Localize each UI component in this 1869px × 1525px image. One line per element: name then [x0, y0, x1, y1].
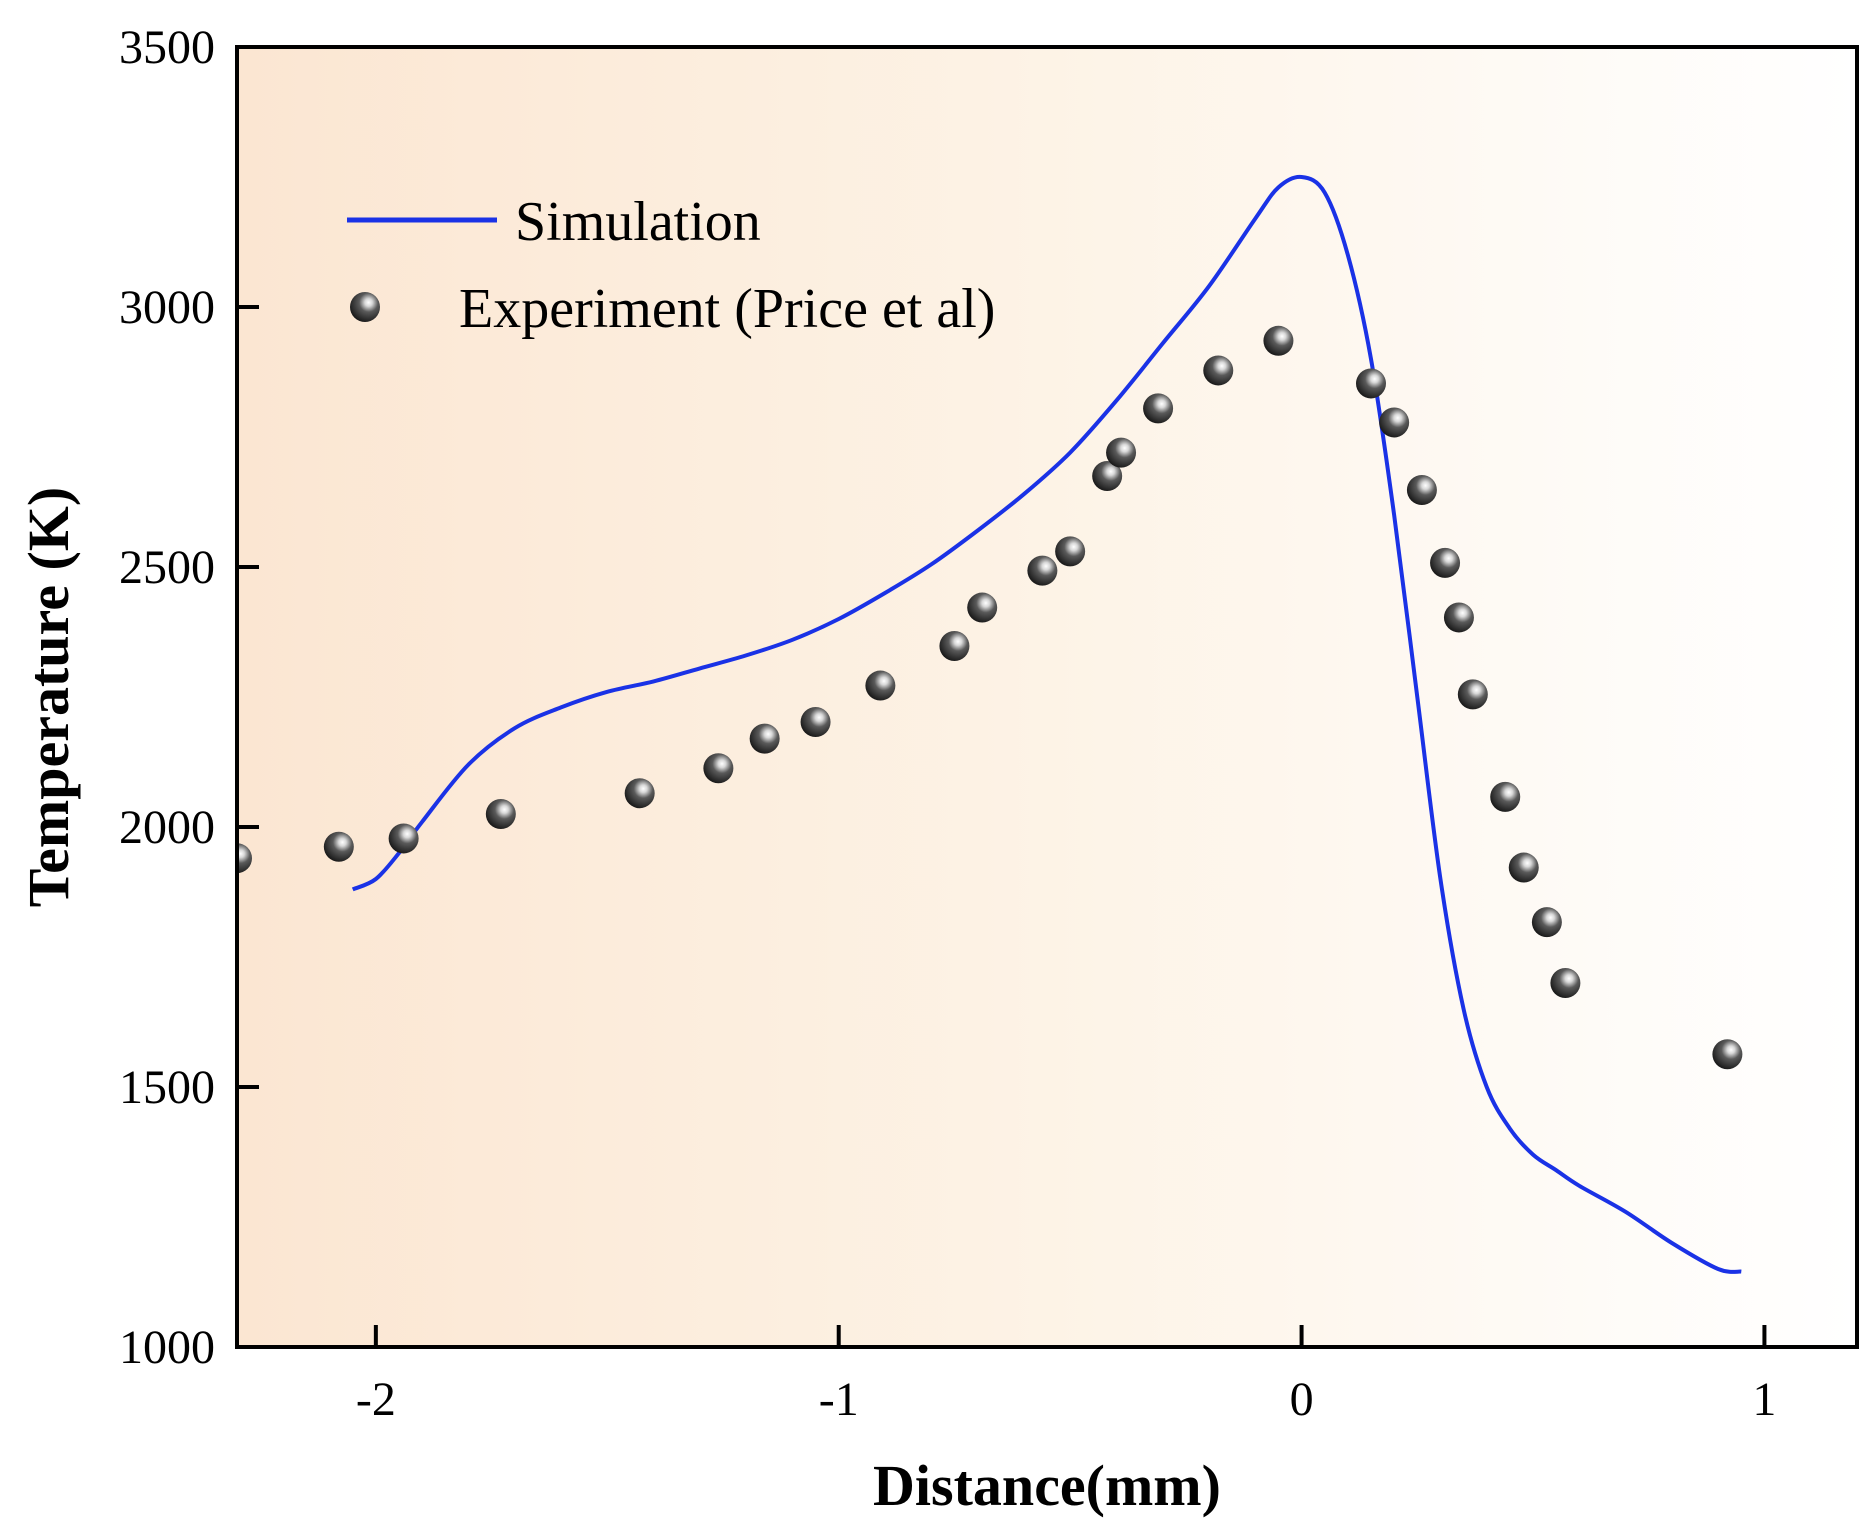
experiment-point-12	[1055, 536, 1086, 567]
legend: Simulation Experiment (Price et al)	[347, 191, 995, 340]
x-tick-label-3: 1	[1752, 1373, 1776, 1426]
experiment-point-13	[1092, 461, 1123, 491]
legend-experiment-marker	[350, 292, 380, 322]
experiment-point-8	[865, 670, 896, 701]
x-tick-label-0: -2	[356, 1373, 396, 1426]
experiment-point-21	[1430, 547, 1461, 578]
x-axis-title: Distance(mm)	[873, 1453, 1221, 1518]
legend-experiment-label: Experiment (Price et al)	[459, 278, 995, 340]
y-tick-label-1: 1500	[119, 1061, 215, 1114]
experiment-point-26	[1531, 907, 1562, 938]
x-tick-label-2: 0	[1290, 1373, 1314, 1426]
legend-simulation-label: Simulation	[515, 191, 761, 253]
experiment-point-1	[323, 831, 354, 862]
experiment-point-23	[1457, 679, 1488, 710]
experiment-point-2	[388, 823, 419, 854]
experiment-point-19	[1379, 407, 1410, 438]
y-tick-label-3: 2500	[119, 541, 215, 594]
y-tick-label-2: 2000	[119, 801, 215, 854]
experiment-point-27	[1550, 968, 1581, 998]
experiment-point-25	[1508, 852, 1539, 883]
experiment-point-10	[967, 592, 998, 623]
experiment-point-3	[485, 799, 516, 829]
plot-frame	[235, 45, 1859, 1349]
experiment-point-4	[624, 778, 655, 809]
x-tick-label-1: -1	[819, 1373, 859, 1426]
experiment-point-22	[1443, 602, 1474, 633]
experiment-point-17	[1263, 325, 1294, 356]
y-tick-label-5: 3500	[119, 21, 215, 74]
simulation-line	[351, 174, 1742, 1274]
experiment-point-18	[1356, 368, 1386, 399]
experiment-point-20	[1406, 475, 1437, 506]
experiment-point-28	[1712, 1039, 1743, 1070]
experiment-point-11	[1027, 555, 1058, 586]
y-tick-label-0: 1000	[119, 1321, 215, 1374]
y-axis-title: Temperature (K)	[16, 487, 81, 907]
experiment-point-14	[1106, 437, 1137, 468]
experiment-point-24	[1490, 781, 1521, 812]
y-tick-label-4: 3000	[119, 281, 215, 334]
plot-background	[237, 47, 1857, 1347]
experiment-point-15	[1143, 393, 1174, 424]
experiment-point-5	[703, 753, 734, 784]
experiment-point-16	[1203, 355, 1234, 386]
experiment-point-6	[749, 723, 780, 754]
experiment-point-0	[237, 843, 252, 874]
experiment-point-7	[800, 706, 831, 737]
experiment-point-9	[939, 631, 970, 662]
